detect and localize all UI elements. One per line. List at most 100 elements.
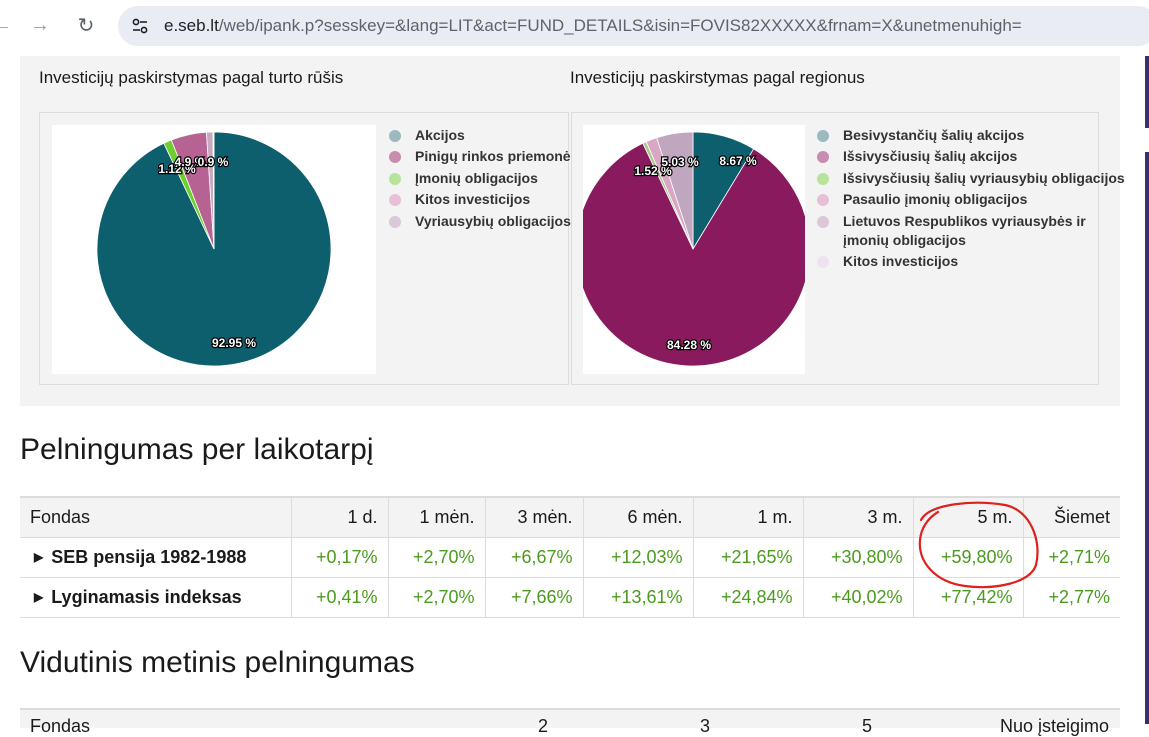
column-header-fund: Fondas — [30, 716, 91, 736]
return-value: +6,67% — [485, 537, 584, 578]
legend-item[interactable]: Kitos investicijos — [817, 252, 1125, 271]
legend-item[interactable]: Vyriausybių obligacijos — [389, 212, 578, 231]
return-value: +12,03% — [583, 537, 694, 578]
pie-data-label: 4.9 % — [175, 155, 206, 169]
fund-name-cell[interactable]: ▶ SEB pensija 1982-1988 — [20, 537, 292, 578]
pie-data-label: 84.28 % — [667, 338, 711, 352]
legend-swatch — [817, 130, 829, 142]
column-header-2y: 2 — [538, 716, 549, 736]
asset-pie-chart: 92.95 % 1.12 % 4.9 % 0.9 % — [52, 125, 376, 374]
table-row[interactable]: ▶ Lyginamasis indeksas +0,41% +2,70% +7,6… — [20, 577, 1120, 618]
returns-header-row: Fondas 1 d. 1 mėn. 3 mėn. 6 mėn. 1 m. 3 … — [20, 496, 1120, 538]
asset-pie-svg: 92.95 % 1.12 %4.9 %0.9 % — [96, 131, 332, 367]
legend-item[interactable]: Pinigų rinkos priemonės — [389, 147, 578, 166]
return-value: +0,17% — [291, 537, 389, 578]
legend-item[interactable]: Išsivysčiusių šalių vyriausybių obligaci… — [817, 169, 1125, 188]
legend-label: Kitos investicijos — [415, 191, 531, 208]
legend-item[interactable]: Akcijos — [389, 126, 578, 145]
legend-item[interactable]: Pasaulio įmonių obligacijos — [817, 190, 1125, 209]
legend-item[interactable]: Išsivysčiusių šalių akcijos — [817, 147, 1125, 166]
return-value: +0,41% — [291, 577, 389, 618]
browser-toolbar: ← → ↻ e.seb.lt/web/ipank.p?sesskey=&lang… — [0, 0, 1149, 52]
legend-swatch — [389, 151, 401, 164]
region-pie-svg: 8.67 % 84.28 % 1.52 %5.03 % — [575, 131, 811, 367]
legend-swatch — [817, 172, 829, 185]
fund-name: Lyginamasis indeksas — [51, 586, 242, 607]
column-header-1y: 1 m. — [693, 496, 804, 538]
region-chart-box: 8.67 % 84.28 % 1.52 % 5.03 % Besivystančių … — [571, 112, 1125, 385]
address-bar[interactable]: e.seb.lt/web/ipank.p?sesskey=&lang=LIT&a… — [118, 6, 1149, 46]
legend-label: Akcijos — [415, 127, 465, 143]
region-pie-chart: 8.67 % 84.28 % 1.52 % 5.03 % — [575, 125, 811, 374]
return-value: +13,61% — [583, 577, 694, 618]
column-header-5y: 5 — [862, 716, 873, 736]
return-value: +2,71% — [1023, 537, 1120, 578]
return-value: +2,70% — [388, 577, 486, 618]
site-settings-icon[interactable] — [130, 16, 150, 36]
fund-name-cell[interactable]: ▶ Lyginamasis indeksas — [20, 577, 292, 618]
legend-label: Pasaulio įmonių obligacijos — [843, 191, 1028, 208]
forward-arrow-icon[interactable]: → — [30, 13, 50, 36]
legend-label: Pinigų rinkos priemonės — [415, 148, 579, 165]
pie-data-label: 1.12 % — [158, 162, 196, 176]
pie-slice[interactable] — [656, 131, 694, 250]
column-header-6m: 6 mėn. — [583, 496, 694, 538]
column-header-1d: 1 d. — [291, 496, 389, 538]
legend-swatch — [389, 130, 401, 142]
return-value: +2,70% — [388, 537, 486, 578]
expand-triangle-icon[interactable]: ▶ — [34, 589, 44, 604]
legend-item[interactable]: Įmonių obligacijos — [389, 169, 578, 188]
legend-label: Įmonių obligacijos — [415, 169, 538, 186]
legend-label: įmonių obligacijos — [843, 231, 966, 248]
pie-data-label: 5.03 % — [661, 155, 699, 169]
pie-data-label: 92.95 % — [212, 336, 256, 350]
return-value: +2,77% — [1023, 577, 1120, 618]
region-legend: Besivystančių šalių akcijos Išsivysčiusių… — [817, 126, 1125, 273]
legend-swatch — [389, 194, 401, 207]
pie-data-label: 0.9 % — [198, 155, 229, 169]
column-header-3m: 3 mėn. — [485, 496, 584, 538]
legend-label: Išsivysčiusių šalių vyriausybių obligaci… — [843, 169, 1125, 186]
page-accent-bar — [1145, 56, 1149, 128]
column-header-ytd: Šiemet — [1023, 496, 1120, 538]
table-row[interactable]: ▶ SEB pensija 1982-1988 +0,17% +2,70% +6,… — [20, 537, 1120, 578]
return-value: +59,80% — [913, 537, 1024, 578]
column-header-since-inception: Nuo įsteigimo — [1000, 716, 1110, 736]
reload-icon[interactable]: ↻ — [77, 14, 95, 37]
legend-swatch — [817, 194, 829, 207]
allocation-charts-panel: Investicijų paskirstymas pagal turto rūš… — [20, 56, 1125, 406]
return-value: +21,65% — [693, 537, 804, 578]
legend-label: Lietuvos Respublikos vyriausybės ir — [843, 212, 1086, 229]
fund-name: SEB pensija 1982-1988 — [51, 546, 247, 567]
returns-heading: Pelningumas per laikotarpį — [20, 433, 374, 466]
legend-swatch — [389, 215, 401, 228]
column-header-fund: Fondas — [20, 496, 292, 538]
asset-legend: Akcijos Pinigų rinkos priemonės Įmonių obl… — [389, 126, 578, 233]
legend-swatch — [389, 172, 401, 185]
legend-swatch — [817, 215, 829, 228]
return-value: +7,66% — [485, 577, 584, 618]
legend-label: Išsivysčiusių šalių akcijos — [843, 148, 1018, 165]
asset-allocation-title: Investicijų paskirstymas pagal turto rūš… — [39, 68, 344, 87]
return-value: +30,80% — [803, 537, 914, 578]
pie-slice[interactable] — [212, 131, 215, 250]
legend-item[interactable]: Lietuvos Respublikos vyriausybės ir įmoni… — [817, 212, 1125, 250]
expand-triangle-icon[interactable]: ▶ — [34, 549, 44, 564]
pie-data-label: 1.52 % — [634, 164, 672, 178]
return-value: +24,84% — [693, 577, 804, 618]
legend-swatch — [817, 255, 829, 268]
column-header-3y: 3 — [700, 716, 711, 736]
legend-item[interactable]: Besivystančių šalių akcijos — [817, 126, 1125, 145]
legend-item[interactable]: Kitos investicijos — [389, 190, 578, 209]
legend-label: Vyriausybių obligacijos — [415, 212, 571, 229]
column-header-5y: 5 m. — [913, 496, 1024, 538]
column-header-3y: 3 m. — [803, 496, 914, 538]
legend-label: Kitos investicijos — [843, 252, 959, 269]
average-returns-heading: Vidutinis metinis pelningumas — [20, 646, 415, 679]
pie-data-label: 8.67 % — [719, 154, 757, 168]
page-accent-bar — [1145, 152, 1149, 724]
legend-swatch — [817, 151, 829, 164]
url-text[interactable]: e.seb.lt/web/ipank.p?sesskey=&lang=LIT&a… — [164, 16, 1022, 35]
back-arrow-icon[interactable]: ← — [0, 13, 12, 36]
legend-label: Besivystančių šalių akcijos — [843, 127, 1025, 143]
